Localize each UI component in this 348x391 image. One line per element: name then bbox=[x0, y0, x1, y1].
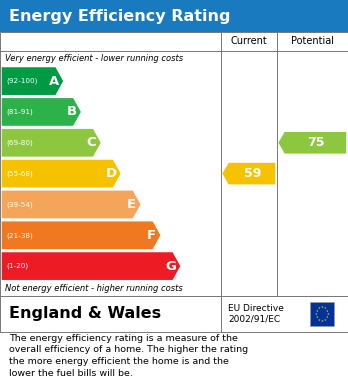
Text: (1-20): (1-20) bbox=[6, 263, 29, 269]
Text: Current: Current bbox=[230, 36, 267, 47]
Text: EU Directive
2002/91/EC: EU Directive 2002/91/EC bbox=[228, 304, 284, 324]
Polygon shape bbox=[2, 252, 180, 280]
Bar bbox=[0, 296, 348, 332]
Bar bbox=[0, 32, 348, 296]
Text: (92-100): (92-100) bbox=[6, 78, 38, 84]
Text: ★: ★ bbox=[321, 319, 323, 323]
Bar bbox=[0, 0, 348, 32]
Text: ★: ★ bbox=[315, 312, 317, 316]
Polygon shape bbox=[2, 160, 121, 187]
Text: Very energy efficient - lower running costs: Very energy efficient - lower running co… bbox=[5, 54, 183, 63]
Polygon shape bbox=[278, 132, 346, 154]
Text: ★: ★ bbox=[326, 308, 329, 313]
Text: ★: ★ bbox=[324, 318, 326, 322]
Text: (39-54): (39-54) bbox=[6, 201, 33, 208]
Text: ★: ★ bbox=[315, 315, 318, 319]
Text: (55-68): (55-68) bbox=[6, 170, 33, 177]
Text: ★: ★ bbox=[315, 308, 318, 313]
Text: The energy efficiency rating is a measure of the
overall efficiency of a home. T: The energy efficiency rating is a measur… bbox=[9, 334, 248, 378]
Text: Potential: Potential bbox=[291, 36, 334, 47]
Text: F: F bbox=[147, 229, 156, 242]
Text: England & Wales: England & Wales bbox=[9, 307, 161, 321]
Text: (69-80): (69-80) bbox=[6, 140, 33, 146]
Text: A: A bbox=[49, 75, 59, 88]
Text: Energy Efficiency Rating: Energy Efficiency Rating bbox=[9, 9, 230, 23]
Text: ★: ★ bbox=[324, 306, 326, 310]
Text: ★: ★ bbox=[317, 306, 320, 310]
Text: 59: 59 bbox=[244, 167, 261, 180]
Text: (81-91): (81-91) bbox=[6, 109, 33, 115]
Polygon shape bbox=[2, 98, 81, 126]
Text: 75: 75 bbox=[307, 136, 325, 149]
Text: E: E bbox=[127, 198, 136, 211]
Text: ★: ★ bbox=[317, 318, 320, 322]
Text: ★: ★ bbox=[326, 312, 329, 316]
Text: ★: ★ bbox=[326, 315, 329, 319]
Text: D: D bbox=[106, 167, 117, 180]
Polygon shape bbox=[2, 190, 141, 218]
Text: ★: ★ bbox=[321, 305, 323, 309]
Text: (21-38): (21-38) bbox=[6, 232, 33, 239]
Polygon shape bbox=[2, 129, 101, 157]
Text: B: B bbox=[66, 106, 77, 118]
Text: G: G bbox=[165, 260, 176, 273]
Text: C: C bbox=[87, 136, 96, 149]
Polygon shape bbox=[2, 67, 63, 95]
Bar bbox=[310, 302, 334, 326]
Polygon shape bbox=[2, 221, 160, 249]
Polygon shape bbox=[222, 163, 275, 185]
Text: Not energy efficient - higher running costs: Not energy efficient - higher running co… bbox=[5, 284, 183, 294]
